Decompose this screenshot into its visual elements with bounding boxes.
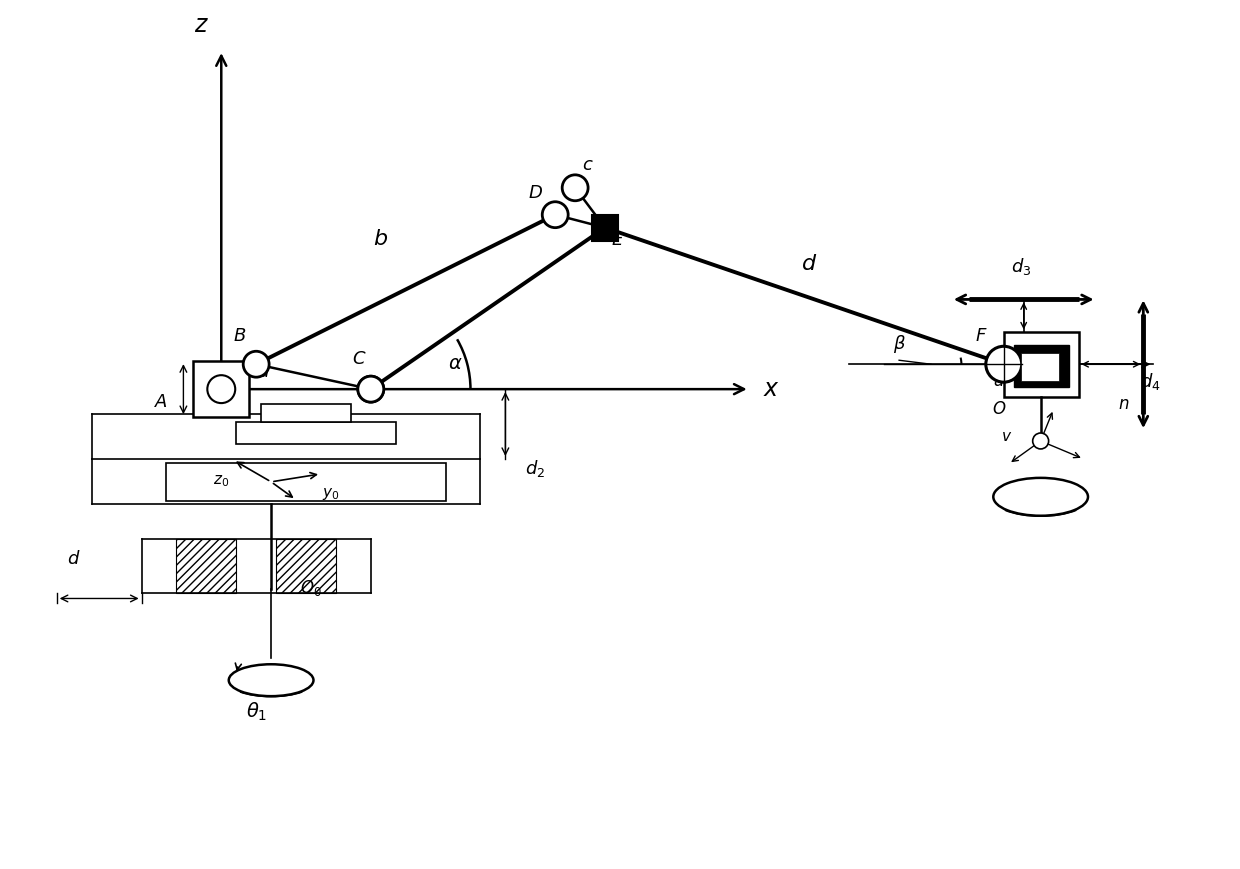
Circle shape (542, 202, 568, 228)
Text: $\theta_1$: $\theta_1$ (246, 701, 267, 723)
Circle shape (358, 376, 383, 402)
Text: $\beta$: $\beta$ (893, 334, 905, 355)
Text: $C$: $C$ (352, 350, 366, 368)
Bar (166, 463, 445, 501)
Bar (262, 404, 351, 422)
Text: $d$: $d$ (801, 254, 817, 274)
Text: $d$: $d$ (67, 549, 81, 567)
Text: $O$: $O$ (992, 400, 1006, 418)
Text: $D$: $D$ (528, 183, 543, 202)
Text: $O$: $O$ (193, 360, 210, 378)
Bar (1003, 332, 1079, 397)
Text: $O_0$: $O_0$ (300, 579, 322, 599)
Bar (591, 215, 618, 241)
Bar (1021, 354, 1059, 381)
Text: $a$: $a$ (258, 363, 269, 381)
Text: $\theta_2$: $\theta_2$ (1011, 492, 1032, 514)
Text: $d_4$: $d_4$ (1140, 371, 1161, 392)
Text: $b$: $b$ (373, 229, 388, 249)
Text: $z_0$: $z_0$ (213, 473, 229, 488)
Ellipse shape (993, 478, 1087, 515)
Text: $v$: $v$ (1001, 429, 1012, 444)
Bar (237, 422, 396, 444)
Text: $B$: $B$ (233, 328, 246, 345)
Text: $o$: $o$ (1055, 348, 1066, 365)
Text: $d_2$: $d_2$ (526, 458, 546, 479)
Circle shape (358, 376, 383, 402)
Text: $E$: $E$ (611, 230, 625, 249)
Circle shape (207, 375, 236, 403)
Bar (277, 539, 336, 594)
Bar (1014, 345, 1069, 388)
Text: $F$: $F$ (975, 328, 987, 345)
Circle shape (1033, 433, 1049, 449)
Text: $x$: $x$ (763, 377, 780, 401)
Text: $a$: $a$ (993, 372, 1004, 390)
Text: $d_3$: $d_3$ (1011, 255, 1030, 276)
Bar (193, 362, 249, 417)
Ellipse shape (228, 664, 314, 696)
Circle shape (243, 351, 269, 377)
Circle shape (562, 175, 588, 201)
Text: $n$: $n$ (1117, 395, 1130, 413)
Text: $y_0$: $y_0$ (322, 486, 340, 501)
Text: $A$: $A$ (155, 393, 169, 411)
Text: $\alpha$: $\alpha$ (448, 355, 463, 373)
Text: $z$: $z$ (193, 13, 208, 37)
Circle shape (986, 346, 1022, 382)
Bar (176, 539, 237, 594)
Text: $c$: $c$ (583, 156, 594, 174)
